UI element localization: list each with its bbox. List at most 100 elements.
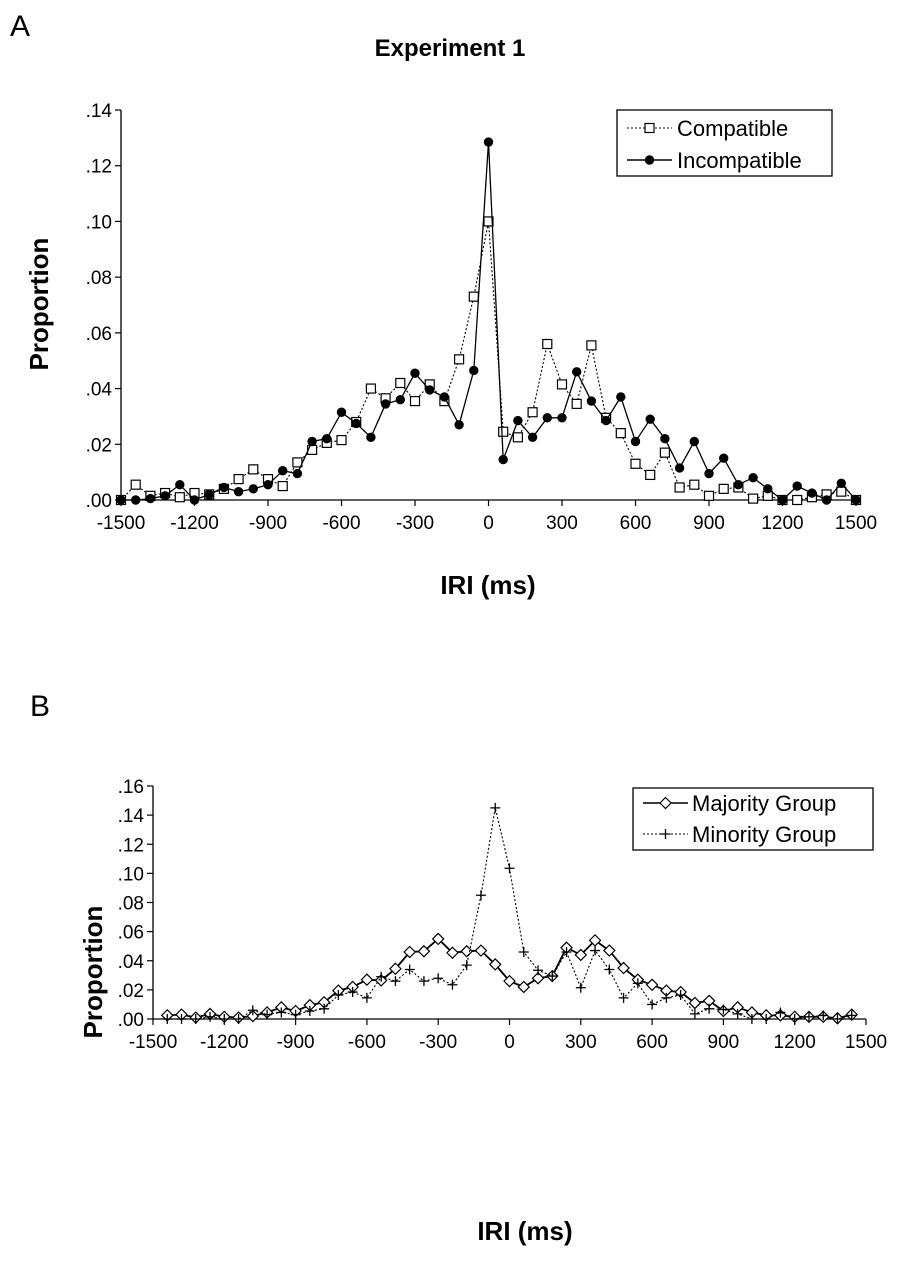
data-point — [130, 479, 141, 490]
panel-label-a: A — [10, 10, 30, 43]
x-tick-label: 0 — [504, 1032, 515, 1053]
data-point — [602, 944, 616, 957]
x-tick-label: -1200 — [200, 1032, 249, 1053]
data-point — [659, 447, 671, 458]
y-tick-label: .10 — [118, 864, 144, 885]
y-tick-label: .06 — [118, 923, 144, 944]
data-point — [189, 495, 200, 505]
data-point — [792, 481, 802, 491]
data-point — [748, 473, 758, 483]
y-tick-label: .02 — [86, 435, 112, 456]
x-tick-label: 900 — [693, 513, 725, 534]
data-point — [704, 468, 714, 479]
chart-b-x-axis-label: IRI (ms) — [477, 1216, 572, 1246]
data-point — [262, 1009, 273, 1020]
data-point — [219, 1014, 230, 1024]
y-tick-label: .14 — [118, 806, 145, 827]
data-point — [425, 385, 435, 395]
x-tick-label: 900 — [708, 1032, 740, 1053]
data-point — [527, 407, 538, 418]
x-tick-label: 0 — [483, 513, 494, 534]
y-tick-label: .08 — [118, 894, 144, 915]
data-point — [675, 989, 686, 1000]
legend-label: Compatible — [677, 116, 788, 141]
data-point — [292, 468, 303, 479]
data-point — [689, 1008, 700, 1019]
plot-area: .00 .02 .04 .06 .08 .10 .12 .14 -1500 -1200 -900 -6… — [86, 101, 888, 1053]
legend: Majority Group Minority Group — [632, 787, 874, 851]
y-tick-label: .10 — [86, 212, 112, 233]
data-point — [542, 413, 552, 423]
data-point — [732, 1008, 743, 1019]
static-labels: A Experiment 1 IRI (ms) Proportion B IRI… — [10, 10, 573, 1246]
data-point — [351, 418, 361, 429]
x-tick-label: -1200 — [170, 513, 219, 534]
data-point — [360, 973, 374, 987]
data-point — [175, 479, 185, 490]
data-point — [761, 1014, 772, 1024]
data-point — [131, 495, 141, 505]
panel-label-b: B — [30, 690, 50, 723]
data-point — [803, 1011, 814, 1022]
data-point — [689, 436, 699, 447]
data-point — [366, 432, 376, 443]
data-point — [719, 453, 729, 463]
data-point — [418, 976, 429, 987]
x-tick-label: -300 — [396, 513, 434, 534]
data-point — [604, 964, 615, 975]
chart-a-x-axis-label: IRI (ms) — [440, 570, 535, 600]
y-tick-label: .00 — [86, 491, 112, 512]
data-point — [674, 463, 685, 473]
legend-marker — [644, 155, 655, 165]
data-point — [556, 379, 568, 390]
data-point — [615, 428, 626, 439]
x-tick-label: -600 — [348, 1032, 386, 1053]
data-point — [531, 971, 545, 985]
x-tick-label: -300 — [419, 1032, 457, 1053]
data-point — [376, 971, 387, 982]
legend-label: Majority Group — [692, 791, 836, 816]
y-tick-label: .00 — [118, 1010, 144, 1031]
data-point — [836, 478, 846, 488]
data-point — [233, 486, 244, 497]
legend-label: Incompatible — [677, 148, 802, 173]
y-tick-label: .12 — [86, 157, 112, 178]
x-tick-label: 600 — [636, 1032, 668, 1053]
data-point — [632, 978, 643, 989]
data-point — [304, 1005, 315, 1016]
legend-marker — [644, 122, 655, 134]
data-point — [431, 932, 445, 946]
data-point — [205, 1011, 216, 1022]
data-point — [468, 291, 479, 302]
data-point — [561, 947, 572, 958]
data-point — [475, 890, 486, 901]
legend-box — [632, 787, 874, 851]
data-point — [498, 454, 508, 465]
data-point — [233, 1014, 244, 1024]
legend-marker — [660, 829, 671, 839]
data-point — [533, 965, 544, 976]
data-point — [454, 420, 464, 430]
data-point — [409, 396, 421, 407]
data-point — [219, 482, 229, 493]
legend: Compatible Incompatible — [616, 109, 833, 177]
chart-b-y-axis-label: Proportion — [78, 906, 108, 1039]
data-point — [503, 974, 516, 988]
data-point — [718, 1004, 729, 1015]
data-point — [488, 958, 502, 971]
data-point — [410, 368, 420, 378]
data-point — [733, 479, 744, 490]
y-tick-label: .04 — [118, 952, 145, 973]
data-point — [851, 495, 861, 505]
data-point — [454, 354, 465, 365]
x-tick-label: 1500 — [835, 513, 877, 534]
data-point — [674, 482, 685, 493]
data-point — [832, 1014, 843, 1024]
data-point — [557, 413, 567, 423]
data-point — [433, 973, 444, 984]
x-tick-label: -1500 — [129, 1032, 178, 1053]
data-point — [176, 1014, 187, 1024]
data-point — [247, 1005, 258, 1016]
series-minority-group — [162, 802, 857, 1024]
